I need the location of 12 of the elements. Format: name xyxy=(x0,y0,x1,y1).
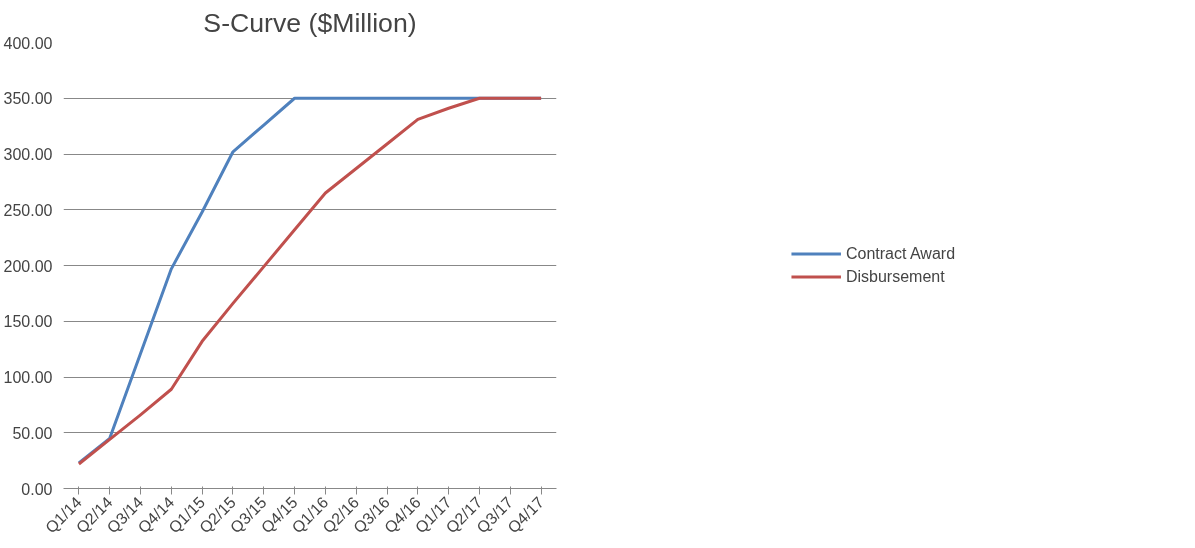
chart-title: S-Curve ($Million) xyxy=(203,7,417,38)
y-tick-label: 400.00 xyxy=(3,34,53,52)
y-tick-label: 200.00 xyxy=(3,257,53,275)
y-tick-label: 150.00 xyxy=(3,313,53,331)
y-tick-label: 300.00 xyxy=(3,146,53,163)
y-tick-label: 350.00 xyxy=(3,90,53,108)
y-tick-label: 250.00 xyxy=(3,201,53,219)
y-tick-label: 100.00 xyxy=(3,369,53,386)
y-tick-label: 50.00 xyxy=(12,424,53,442)
legend-label: Disbursement xyxy=(845,267,945,286)
legend-label: Contract Award xyxy=(845,244,956,263)
y-tick-label: 0.00 xyxy=(21,480,53,498)
